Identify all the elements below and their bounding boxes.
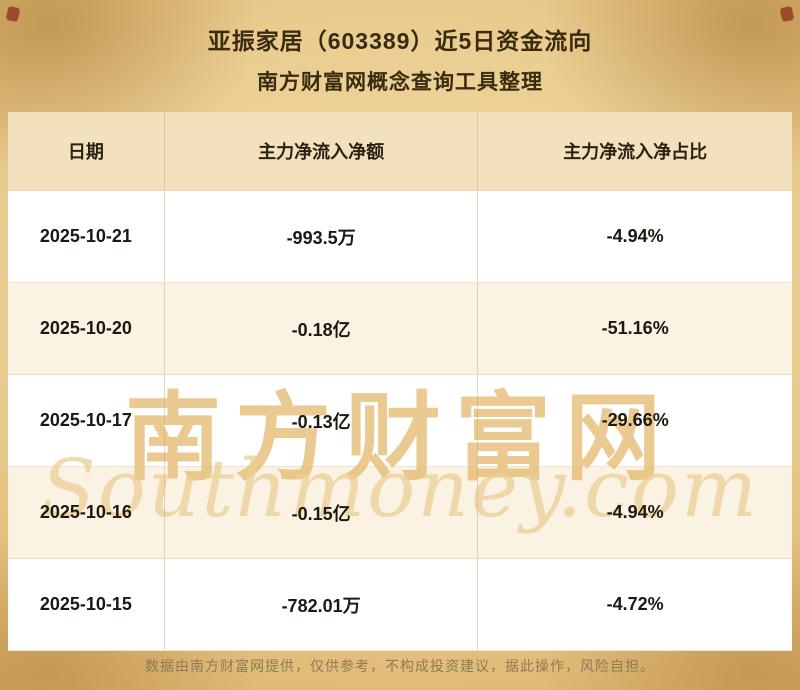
title-line-1: 亚振家居（603389）近5日资金流向 [207, 28, 593, 54]
table-row: 2025-10-21 -993.5万 -4.94% [8, 191, 792, 283]
cell-main-net-inflow: -0.15亿 [165, 467, 479, 558]
cell-date: 2025-10-15 [8, 559, 165, 650]
cell-main-net-inflow-pct: -4.94% [606, 226, 664, 246]
red-accent-top-right [779, 5, 795, 23]
cell-main-net-inflow: -0.13亿 [165, 375, 479, 466]
title-line-2: 南方财富网概念查询工具整理 [257, 71, 543, 94]
cell-main-net-inflow-pct: -4.94% [606, 502, 664, 522]
header-main-net-inflow: 主力净流入净额 [165, 112, 479, 190]
red-accent-top-left [5, 5, 21, 23]
cell-main-net-inflow-pct: -51.16% [601, 318, 669, 338]
table-row: 2025-10-15 -782.01万 -4.72% [8, 559, 792, 651]
table-row: 2025-10-17 -0.13亿 -29.66% [8, 375, 792, 467]
table-row: 2025-10-20 -0.18亿 -51.16% [8, 283, 792, 375]
cell-date: 2025-10-21 [8, 191, 165, 282]
table-header-row: 日期 主力净流入净额 主力净流入净占比 [8, 112, 792, 191]
cell-date: 2025-10-16 [8, 467, 165, 558]
page-title: 亚振家居（603389）近5日资金流向 南方财富网概念查询工具整理 [0, 22, 800, 96]
cell-date: 2025-10-17 [8, 375, 165, 466]
cell-main-net-inflow: -0.18亿 [165, 283, 479, 374]
header-date: 日期 [8, 112, 165, 190]
cell-main-net-inflow: -782.01万 [165, 559, 479, 650]
header-main-net-inflow-pct: 主力净流入净占比 [563, 142, 708, 162]
footer-disclaimer: 数据由南方财富网提供，仅供参考，不构成投资建议，据此操作，风险自担。 [145, 658, 655, 674]
fund-flow-table: 日期 主力净流入净额 主力净流入净占比 2025-10-21 -993.5万 -… [8, 112, 792, 651]
cell-main-net-inflow-pct: -29.66% [601, 410, 669, 430]
cell-main-net-inflow: -993.5万 [165, 191, 479, 282]
table-row: 2025-10-16 -0.15亿 -4.94% [8, 467, 792, 559]
cell-main-net-inflow-pct: -4.72% [606, 594, 664, 614]
cell-date: 2025-10-20 [8, 283, 165, 374]
